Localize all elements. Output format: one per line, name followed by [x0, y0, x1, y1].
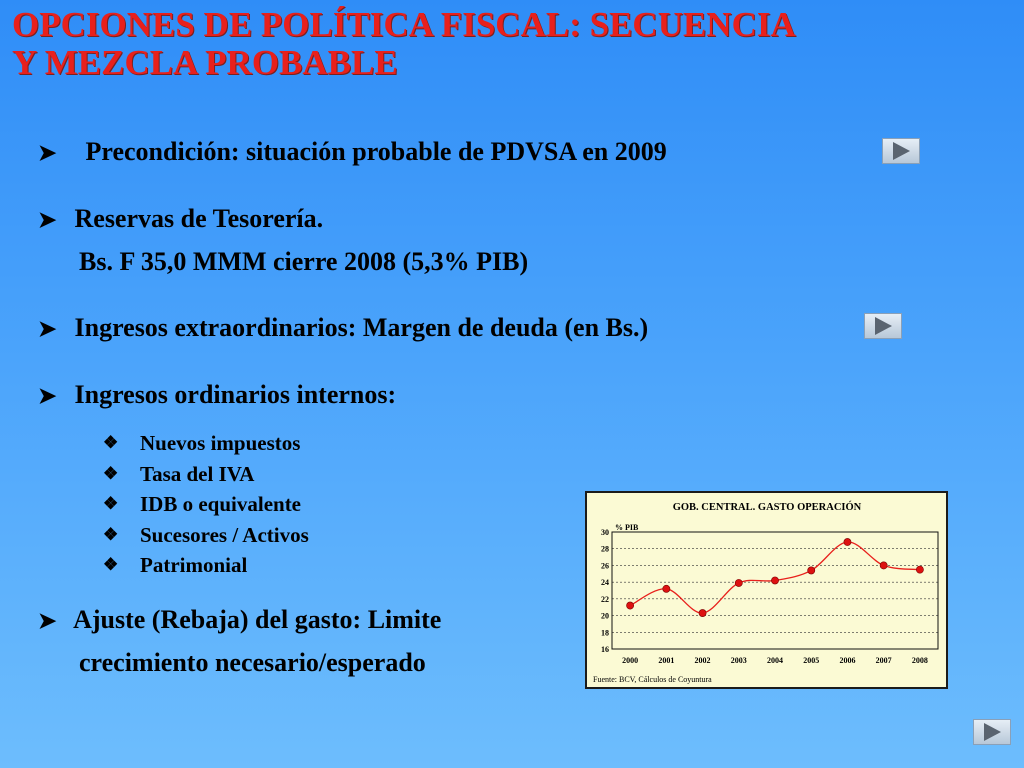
data-point [626, 601, 635, 610]
list-item: ❖ Patrimonial [103, 550, 309, 581]
x-tick-label: 2005 [803, 656, 819, 665]
data-point [879, 561, 888, 570]
precondicion-text: Precondición: situación probable de PDVS… [85, 137, 667, 166]
x-tick-label: 2004 [767, 656, 783, 665]
bullet-ingresos-ordinarios: ➤ Ingresos ordinarios internos: [38, 379, 396, 412]
y-tick-label: 20 [601, 612, 609, 621]
data-point [662, 584, 671, 593]
diamond-bullet-icon: ❖ [103, 463, 119, 483]
title-line-1: OPCIONES DE POLÍTICA FISCAL: SECUENCIA [12, 5, 796, 44]
series-points [626, 538, 924, 617]
arrow-bullet-icon: ➤ [38, 608, 57, 633]
data-point [915, 565, 924, 574]
x-tick-label: 2001 [658, 656, 674, 665]
list-item: ❖ Nuevos impuestos [103, 428, 309, 459]
diamond-bullet-icon: ❖ [103, 555, 119, 574]
diamond-bullet-icon: ❖ [103, 494, 119, 513]
ingresos-extra-text: Ingresos extraordinarios: Margen de deud… [74, 313, 649, 342]
chart-y-axis-label: % PIB [615, 523, 639, 532]
x-tick-label: 2006 [839, 656, 855, 665]
bullet-precondicion: ➤ Precondición: situación probable de PD… [38, 136, 667, 169]
data-point [771, 576, 779, 585]
chart-panel: GOB. CENTRAL. GASTO OPERACIÓN % PIB 16 18… [585, 491, 948, 689]
ajuste-line-1: Ajuste (Rebaja) del gasto: Limite [73, 605, 442, 634]
list-item: ❖ Sucesores / Activos [103, 520, 309, 551]
next-slide-button[interactable] [973, 719, 1011, 745]
bullet-ingresos-extraordinarios: ➤ Ingresos extraordinarios: Margen de de… [38, 312, 648, 345]
chart-source-note: Fuente: BCV, Cálculos de Coyuntura [593, 675, 712, 684]
play-button-icon [892, 142, 910, 160]
data-point [843, 538, 852, 546]
plot-frame [611, 531, 939, 650]
x-tick-label: 2008 [912, 656, 928, 665]
reservas-line-1: Reservas de Tesorería. [74, 204, 324, 233]
y-tick-label: 28 [601, 545, 609, 554]
arrow-bullet-icon: ➤ [38, 383, 57, 408]
ajuste-line-2: crecimiento necesario/esperado [79, 648, 426, 677]
list-item: ❖ IDB o equivalente [103, 489, 309, 520]
y-tick-labels: 16 18 20 22 24 26 28 30 [601, 528, 609, 654]
y-tick-label: 26 [601, 561, 609, 570]
line-chart: GOB. CENTRAL. GASTO OPERACIÓN % PIB 16 18… [593, 501, 939, 684]
y-tick-label: 24 [601, 578, 609, 587]
title-line-2: Y MEZCLA PROBABLE [12, 43, 398, 82]
x-tick-label: 2000 [622, 656, 638, 665]
list-item: ❖ Tasa del IVA [103, 459, 309, 490]
x-tick-label: 2003 [731, 656, 747, 665]
arrow-bullet-icon: ➤ [38, 316, 57, 341]
play-button-1[interactable] [882, 138, 920, 164]
data-point [698, 609, 707, 617]
y-tick-label: 18 [601, 628, 609, 637]
y-tick-label: 22 [601, 595, 609, 604]
diamond-bullet-icon: ❖ [103, 433, 119, 452]
arrow-bullet-icon: ➤ [38, 207, 57, 232]
chart-grid [612, 548, 938, 633]
y-tick-label: 16 [601, 645, 609, 654]
arrow-bullet-icon: ➤ [38, 140, 57, 165]
y-tick-label: 30 [601, 528, 609, 537]
x-tick-label: 2002 [695, 656, 711, 665]
data-point [807, 566, 816, 575]
data-point [734, 579, 743, 587]
play-button-icon [874, 317, 892, 335]
reservas-line-2: Bs. F 35,0 MMM cierre 2008 (5,3% PIB) [79, 247, 529, 276]
diamond-bullet-icon: ❖ [103, 524, 119, 544]
chart-title: GOB. CENTRAL. GASTO OPERACIÓN [673, 501, 862, 513]
play-button-icon [983, 723, 1001, 741]
ingresos-ord-text: Ingresos ordinarios internos: [74, 380, 397, 409]
bullet-ajuste: ➤ Ajuste (Rebaja) del gasto: Limite crec… [38, 604, 441, 679]
x-tick-labels: 2000 2001 2002 2003 2004 2005 2006 2007 2008 [622, 656, 928, 665]
page-title: OPCIONES DE POLÍTICA FISCAL: SECUENCIA Y… [12, 6, 1012, 82]
play-button-2[interactable] [864, 313, 902, 339]
bullet-reservas: ➤ Reservas de Tesorería. Bs. F 35,0 MMM … [38, 203, 528, 278]
sub-bullet-list: ❖ Nuevos impuestos ❖ Tasa del IVA ❖ IDB o e… [103, 428, 309, 581]
x-tick-label: 2007 [876, 656, 892, 665]
